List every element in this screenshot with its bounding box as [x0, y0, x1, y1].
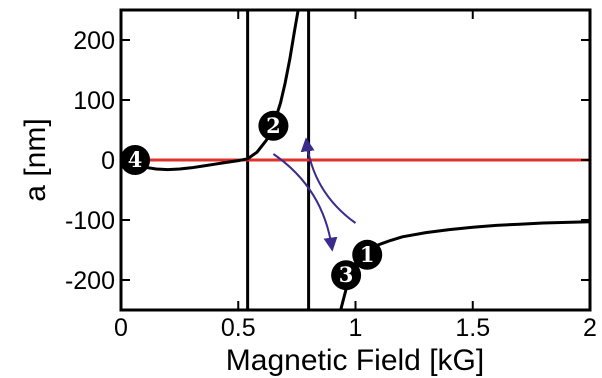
state-marker-4: 4 [120, 145, 151, 175]
x-tick-label: 1 [349, 314, 363, 342]
x-tick-label: 2 [583, 314, 597, 342]
state-marker-circle [258, 110, 289, 141]
y-axis-label: a [nm] [19, 118, 52, 201]
state-marker-label: 1 [360, 242, 375, 267]
y-tick-label: 100 [73, 87, 115, 115]
transition-arrow-1 [300, 137, 357, 224]
plot-area: 1 2 3 4 [120, 10, 590, 310]
y-tick-label: 0 [101, 147, 115, 175]
state-marker-label: 2 [266, 113, 281, 138]
x-tick-label: 0 [114, 314, 128, 342]
state-marker-circle [120, 145, 151, 175]
state-marker-2: 2 [258, 110, 289, 141]
state-marker-1: 1 [352, 239, 383, 270]
state-marker-circle [352, 239, 383, 270]
y-tick-label: 200 [73, 27, 115, 55]
x-tick-label: 0.5 [221, 314, 256, 342]
transition-arrow-2 [272, 153, 338, 252]
state-marker-3: 3 [331, 260, 362, 291]
y-tick-label: -100 [65, 207, 115, 235]
axes: 0 0.5 1 1.5 2 -200 -100 0 100 200 [65, 8, 597, 342]
curve-branch-1 [121, 10, 300, 172]
x-tick-label: 1.5 [455, 314, 490, 342]
curve-branch-2 [339, 220, 590, 310]
y-tick-label: -200 [65, 267, 115, 295]
state-marker-label: 4 [128, 147, 143, 172]
x-axis-label: Magnetic Field [kG] [226, 344, 484, 377]
state-marker-circle [331, 260, 362, 291]
state-marker-label: 3 [339, 262, 354, 287]
